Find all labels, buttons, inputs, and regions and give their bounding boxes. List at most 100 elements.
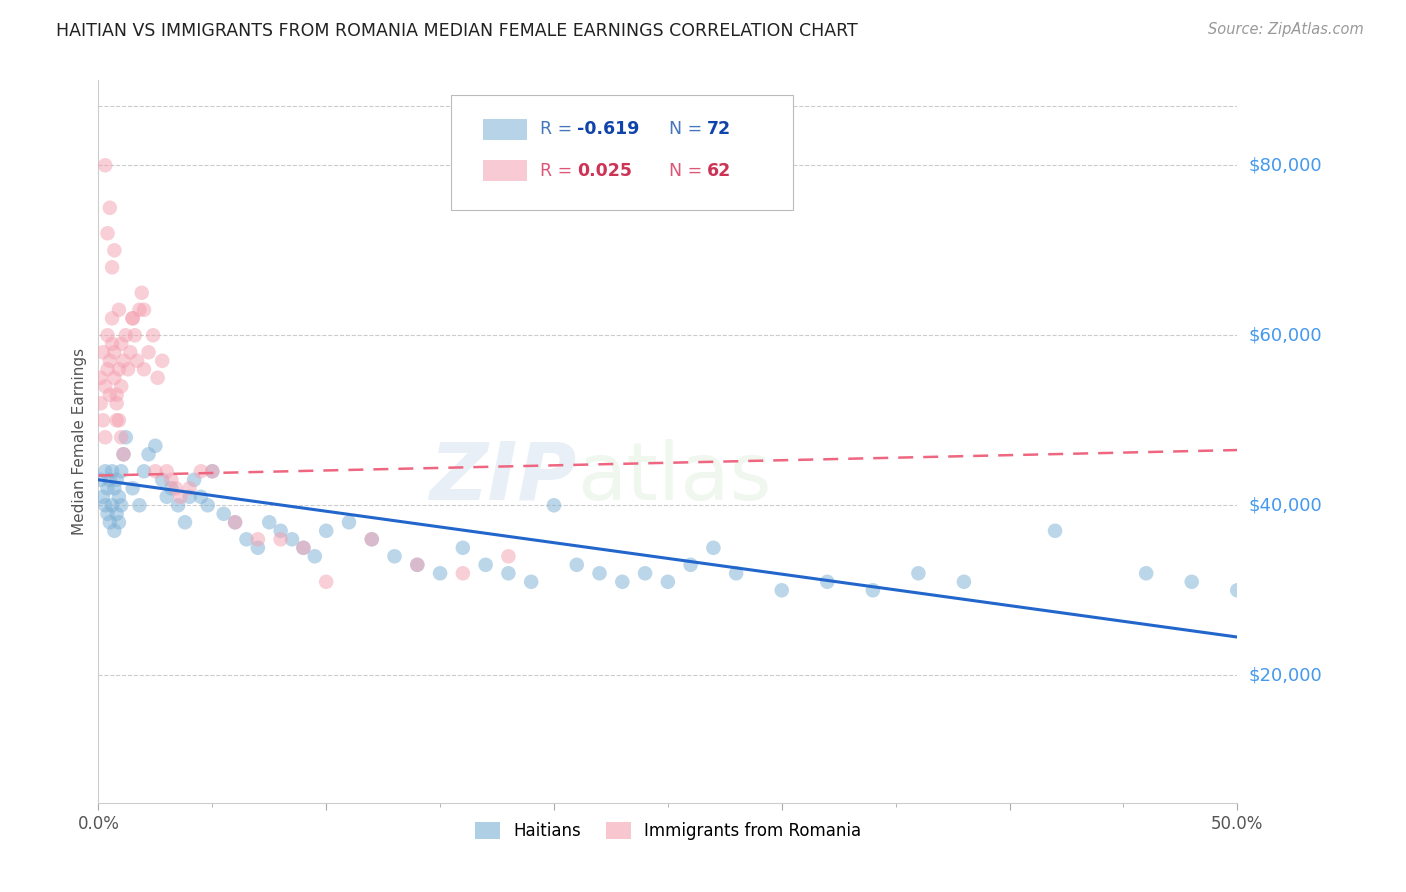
Text: $60,000: $60,000 [1249, 326, 1322, 344]
Point [103, 371, 125, 385]
FancyBboxPatch shape [451, 95, 793, 211]
Point [174, 516, 197, 530]
Point [145, 439, 167, 453]
Text: $80,000: $80,000 [1249, 156, 1322, 174]
Point [108, 516, 131, 530]
Point [121, 481, 143, 495]
Point [132, 464, 155, 478]
Point [101, 464, 124, 478]
Point [138, 345, 160, 359]
Point [98, 473, 121, 487]
Point [612, 574, 634, 589]
Point [90, 371, 112, 385]
Point [543, 498, 565, 512]
Point [114, 328, 136, 343]
Point [124, 328, 146, 343]
Point [190, 490, 212, 504]
Point [270, 533, 292, 547]
Point [103, 345, 125, 359]
Text: $20,000: $20,000 [1249, 666, 1322, 684]
Point [588, 566, 610, 581]
Point [1043, 524, 1066, 538]
Text: $40,000: $40,000 [1249, 496, 1322, 515]
Point [105, 507, 128, 521]
Point [360, 533, 382, 547]
Point [96, 328, 118, 343]
Point [246, 533, 269, 547]
Point [907, 566, 929, 581]
Point [96, 507, 118, 521]
Point [498, 549, 520, 564]
Point [114, 430, 136, 444]
Point [167, 498, 190, 512]
Point [138, 447, 160, 461]
Legend: Haitians, Immigrants from Romania: Haitians, Immigrants from Romania [468, 815, 868, 847]
Point [110, 336, 132, 351]
Point [94, 379, 117, 393]
Point [110, 498, 132, 512]
Point [862, 583, 884, 598]
Point [98, 388, 121, 402]
Point [406, 558, 429, 572]
Text: N =: N = [658, 161, 707, 179]
Point [112, 353, 135, 368]
Point [165, 481, 187, 495]
Point [112, 447, 135, 461]
Point [160, 481, 183, 495]
Point [91, 345, 114, 359]
Point [108, 413, 131, 427]
Point [337, 516, 360, 530]
Text: Source: ZipAtlas.com: Source: ZipAtlas.com [1208, 22, 1364, 37]
Point [1226, 583, 1249, 598]
Point [94, 464, 117, 478]
Point [429, 566, 451, 581]
Point [235, 533, 257, 547]
Point [565, 558, 588, 572]
Point [94, 498, 117, 512]
Point [679, 558, 702, 572]
Point [160, 473, 183, 487]
Point [108, 302, 131, 317]
Point [103, 524, 125, 538]
Point [121, 311, 143, 326]
Text: N =: N = [658, 120, 707, 138]
Point [169, 490, 191, 504]
Point [105, 388, 128, 402]
Text: 72: 72 [707, 120, 731, 138]
Text: R =: R = [540, 120, 578, 138]
Point [90, 396, 112, 410]
Point [128, 302, 150, 317]
Point [634, 566, 657, 581]
Point [270, 524, 292, 538]
Point [212, 507, 235, 521]
Text: -0.619: -0.619 [576, 120, 640, 138]
Point [98, 516, 121, 530]
Point [103, 244, 125, 258]
Point [110, 430, 132, 444]
Point [156, 490, 179, 504]
Point [132, 362, 155, 376]
Point [315, 524, 337, 538]
Point [96, 481, 118, 495]
Point [150, 353, 173, 368]
Text: R =: R = [540, 161, 578, 179]
Point [90, 473, 112, 487]
Point [770, 583, 793, 598]
Point [498, 566, 520, 581]
Point [96, 362, 118, 376]
Point [98, 201, 121, 215]
Point [259, 516, 281, 530]
Point [1135, 566, 1157, 581]
Point [110, 464, 132, 478]
Point [201, 464, 224, 478]
Point [179, 490, 201, 504]
Point [451, 566, 474, 581]
Text: ZIP: ZIP [429, 439, 576, 516]
Point [101, 260, 124, 275]
Bar [484, 161, 527, 181]
Bar [484, 120, 527, 139]
Point [179, 481, 201, 495]
Point [451, 541, 474, 555]
Point [127, 353, 149, 368]
Point [105, 473, 128, 487]
